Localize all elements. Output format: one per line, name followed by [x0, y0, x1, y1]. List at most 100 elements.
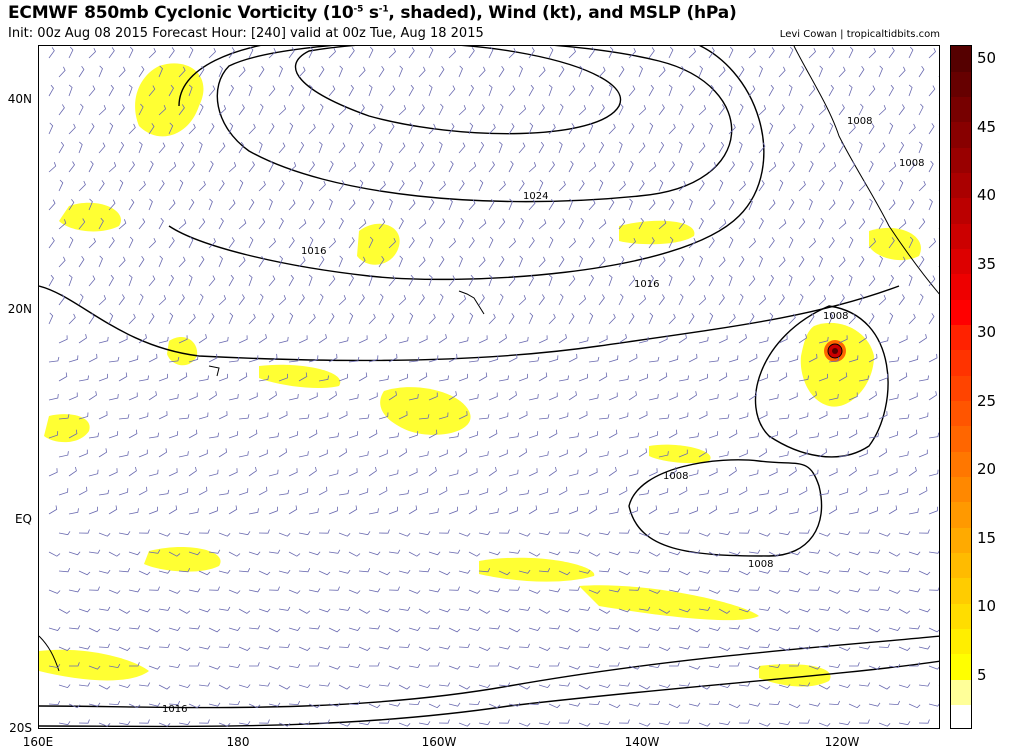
wind-barb [538, 488, 549, 496]
wind-barb [428, 588, 441, 593]
wind-barb [688, 549, 701, 554]
wind-barb [158, 489, 170, 496]
wind-barb [908, 313, 916, 325]
colorbar [950, 45, 972, 729]
wind-barb [228, 122, 234, 135]
wind-barb [548, 313, 556, 325]
wind-barb [848, 355, 859, 363]
wind-barb [448, 85, 456, 97]
wind-barb [358, 451, 369, 458]
wind-barb [478, 66, 486, 78]
wind-barb [838, 451, 849, 458]
wind-barb [488, 355, 499, 363]
wind-barb [288, 431, 299, 439]
wind-barb [918, 334, 927, 344]
wind-barb [708, 700, 721, 706]
wind-barb [458, 722, 471, 727]
wind-barb [698, 217, 704, 230]
wind-barb [358, 646, 371, 651]
wind-barb [298, 531, 311, 536]
wind-barb [188, 466, 197, 477]
wind-barb [688, 313, 695, 325]
wind-barb [858, 486, 868, 496]
wind-barb [368, 508, 379, 515]
wind-barb [408, 589, 421, 594]
wind-barb [128, 703, 141, 709]
wind-barb [309, 662, 320, 667]
wind-barb [118, 66, 126, 78]
wind-barb [828, 505, 838, 515]
wind-barb [488, 508, 499, 515]
wind-barb [448, 123, 455, 135]
wind-barb [158, 142, 166, 154]
wind-barb [838, 684, 851, 689]
wind-barb [248, 588, 261, 593]
wind-barb [598, 608, 611, 614]
wind-barb [688, 47, 696, 59]
wind-barb [558, 180, 566, 192]
wind-barb [628, 353, 638, 363]
wind-barb [358, 294, 365, 306]
wind-barb [528, 663, 541, 669]
wind-barb [938, 265, 939, 267]
wind-barb [478, 646, 491, 651]
wind-barb [768, 663, 781, 669]
wind-barb [708, 312, 714, 325]
wind-barb [608, 313, 616, 325]
wind-barb [498, 570, 511, 576]
wind-barb [378, 375, 389, 382]
wind-barb [848, 84, 853, 97]
wind-barb [698, 65, 703, 78]
wind-barb [308, 466, 317, 477]
wind-barb [638, 65, 643, 78]
wind-barb [318, 65, 325, 78]
colorbar-label: 40 [977, 186, 997, 204]
wind-barb [318, 103, 324, 116]
wind-barb [918, 180, 926, 192]
wind-barb [438, 449, 448, 458]
wind-barb [668, 84, 673, 97]
wind-barb [458, 606, 471, 611]
wind-barb [838, 66, 846, 78]
wind-barb [638, 448, 648, 458]
wind-barb [448, 469, 459, 477]
wind-barb [188, 429, 198, 439]
wind-barb [458, 489, 470, 496]
wind-barb [558, 218, 566, 230]
wind-barb [418, 488, 429, 496]
wind-barb [408, 551, 421, 557]
wind-barb [578, 373, 588, 382]
wind-barb [88, 160, 94, 173]
wind-barb [838, 141, 845, 154]
wind-barb [618, 719, 630, 724]
wind-barb [928, 432, 939, 439]
wind-barb [708, 237, 715, 249]
wind-barb [898, 568, 911, 573]
wind-barb [728, 551, 741, 556]
wind-barb [648, 663, 661, 669]
cyclone-core-marker [824, 340, 846, 362]
wind-barb [738, 255, 745, 268]
wind-barb [858, 255, 865, 268]
colorbar-segment [951, 476, 971, 503]
wind-barb [498, 529, 510, 534]
wind-barb [498, 375, 509, 382]
wind-barb [578, 217, 584, 230]
wind-barb [58, 66, 66, 78]
wind-barb [748, 627, 761, 633]
wind-barb [608, 46, 614, 59]
wind-barb [908, 508, 919, 515]
wind-barb [528, 627, 541, 631]
wind-barb [768, 393, 779, 401]
wind-barb [768, 312, 774, 325]
wind-barb [218, 217, 224, 230]
wind-barb [778, 294, 785, 306]
wind-barb [418, 294, 425, 306]
wind-barb [248, 625, 261, 630]
wind-barb [588, 393, 599, 401]
wind-barb [218, 336, 229, 344]
wind-barb [758, 217, 764, 230]
wind-barb [878, 643, 890, 648]
wind-barb [848, 161, 855, 173]
wind-barb [388, 237, 396, 249]
